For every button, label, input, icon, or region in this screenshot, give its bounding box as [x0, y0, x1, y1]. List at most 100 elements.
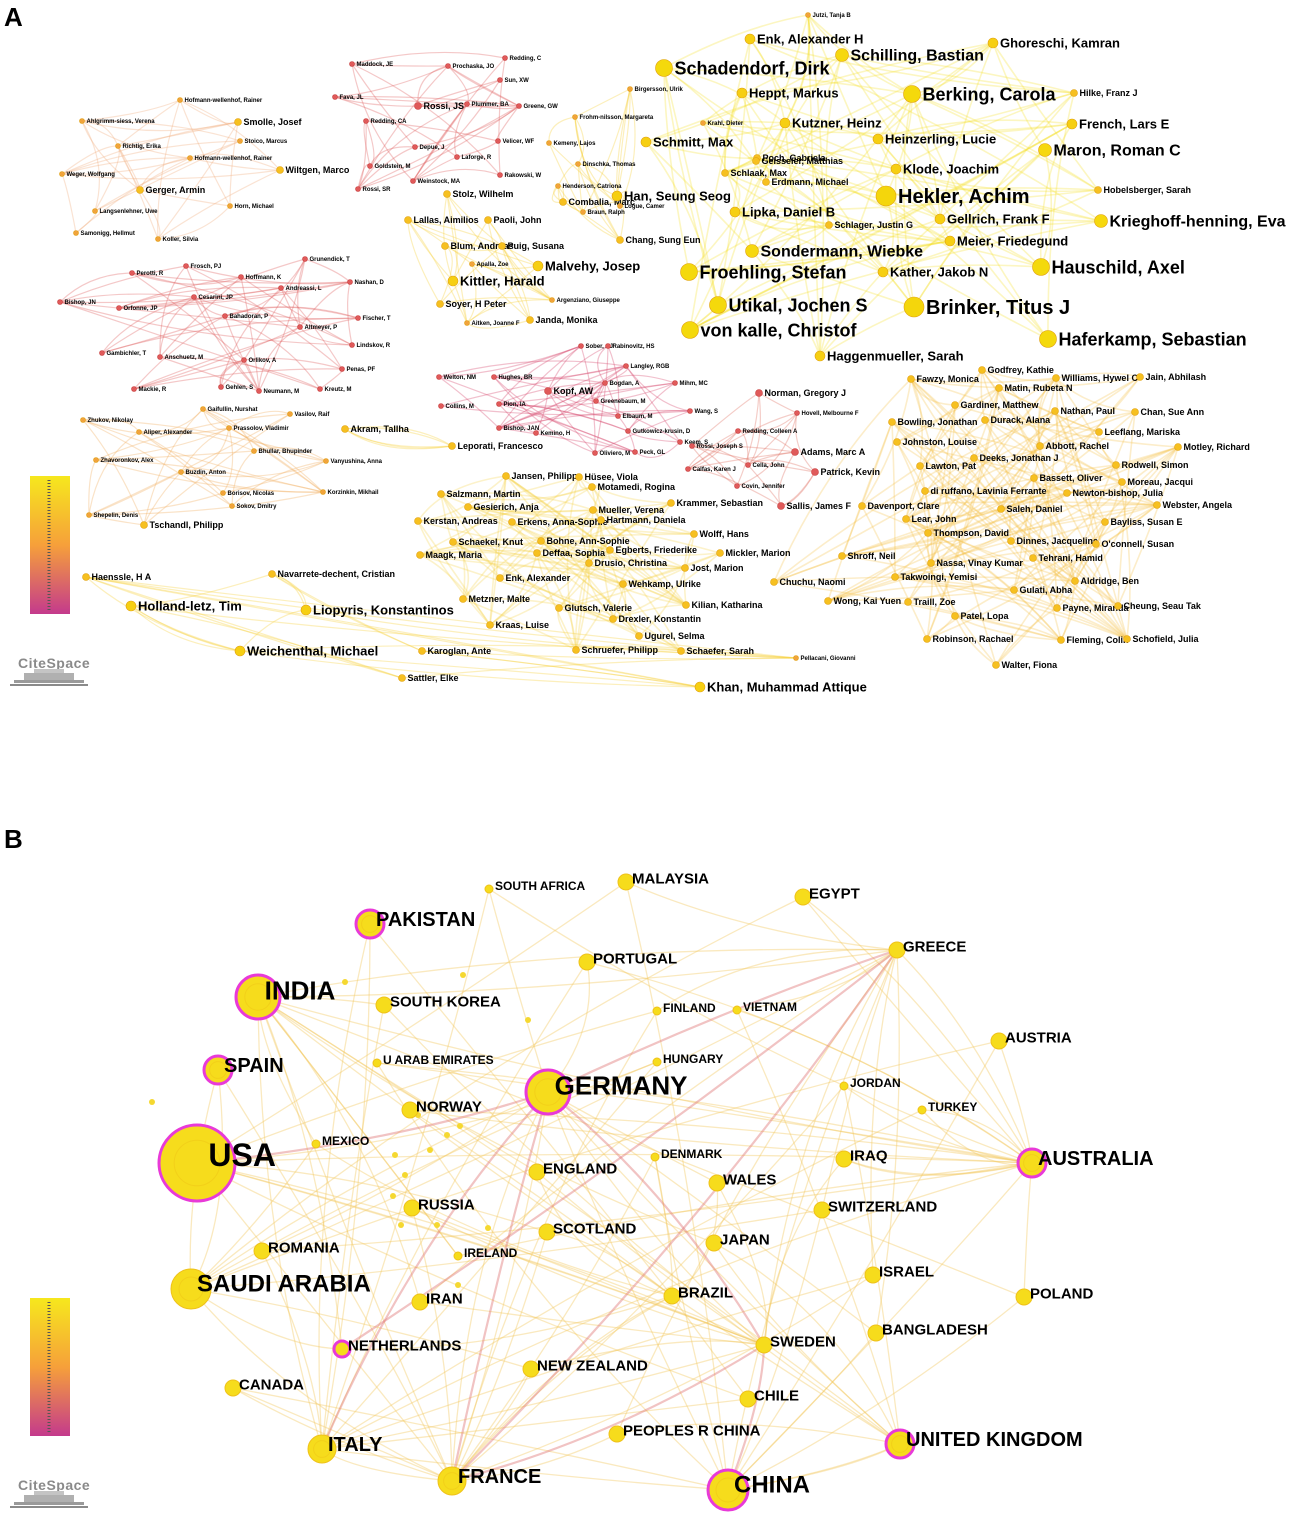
edge-bottom-mid-yellow: [505, 475, 687, 606]
author-label: Velicer, WF: [503, 139, 535, 145]
edge-big-yellow: [1040, 149, 1053, 268]
country-edge: [451, 1433, 618, 1482]
author-node-haferkamp-sebastian: Haferkamp, Sebastian: [1039, 329, 1247, 349]
author-label: Frosch, PJ: [191, 264, 222, 270]
author-node-stolz-wilhelm: Stolz, Wilhelm: [443, 189, 513, 199]
edge-bottom-right-orange: [1074, 521, 1106, 582]
author-node-langley-rgb: Langley, RGB: [623, 363, 670, 370]
edge-bottom-mid-yellow: [489, 552, 538, 626]
edge-big-yellow: [663, 67, 719, 306]
country-edge: [376, 1062, 1033, 1164]
edge-bottom-right-orange: [930, 387, 1000, 564]
author-label: Kemino, H: [541, 431, 571, 437]
author-node-nashan-d: Nashan, D: [347, 279, 385, 286]
author-node-schilling-bastian: Schilling, Bastian: [835, 48, 984, 65]
edge-bottom-mid-yellow: [452, 541, 640, 637]
author-node-mackie-r: Mackie, R: [131, 386, 167, 393]
author-label: Neumann, M: [264, 389, 300, 395]
edge-bottom-right-orange: [998, 387, 1100, 433]
author-label: Jain, Abhilash: [1146, 372, 1207, 382]
author-node-mihm-mc: Mihm, MC: [672, 380, 708, 387]
country-edges: [189, 881, 1033, 1491]
author-label: Stoico, Marcus: [245, 139, 288, 145]
author-node-davenport-clare: Davenport, Clare: [858, 501, 940, 511]
author-label: di ruffano, Lavinia Ferrante: [931, 486, 1047, 496]
edge-kopf-red: [547, 390, 596, 454]
edge-mid-left-red: [304, 258, 351, 283]
edge-bottom-right-orange: [926, 387, 1000, 640]
author-node-bishop-jan: Bishop, JAN: [496, 425, 539, 432]
edge-bottom-mid-yellow: [419, 486, 593, 556]
country-edge: [536, 1171, 673, 1297]
edge-top-mid-red: [334, 96, 468, 107]
edge-norman-red: [736, 412, 798, 487]
author-node-haenssle-h-a: Haenssle, H A: [82, 572, 152, 582]
edge-kopf-red: [498, 403, 629, 432]
country-label: SOUTH AFRICA: [495, 879, 586, 893]
edge-bottom-right-orange: [891, 421, 1012, 542]
author-node-kopf-aw: Kopf, AW: [544, 386, 594, 396]
svg-text:CiteSpace: CiteSpace: [18, 655, 90, 671]
edge-smoking-cluster: [616, 88, 631, 197]
country-node-mexico: MEXICO: [311, 1134, 369, 1149]
edge-big-yellow: [688, 240, 951, 273]
author-node-gaifullin-nurshat: Gaifullin, Nurshat: [200, 406, 258, 413]
country-label: ISRAEL: [879, 1264, 934, 1281]
edge-smoking-cluster: [619, 88, 636, 207]
edge-bottom-mid-yellow: [489, 519, 602, 626]
country-edge: [315, 1143, 673, 1297]
country-edge: [457, 1162, 1033, 1257]
author-label: French, Lars E: [1079, 117, 1170, 132]
edge-top-left: [61, 121, 239, 175]
author-label: Wehkamp, Ulrike: [629, 579, 701, 589]
edge-bottom-right-orange: [981, 369, 1057, 382]
edge-bottom-left: [95, 427, 230, 461]
country-label: MALAYSIA: [632, 871, 709, 888]
author-node-ahlgrimm-siess-verena: Ahlgrimm-siess, Verena: [79, 118, 155, 125]
country-edge: [875, 949, 900, 1334]
author-label: Shroff, Neil: [848, 551, 896, 561]
edge-mid-left-red: [101, 296, 195, 354]
edge-bottom-mid-yellow: [638, 533, 695, 637]
edge-kopf-red: [498, 382, 676, 407]
edge-mid-left-red: [219, 359, 245, 388]
edge-bottom-mid-yellow: [591, 486, 640, 637]
author-label: Johnston, Louise: [903, 437, 978, 447]
author-label: Borisov, Nicolas: [228, 491, 275, 497]
edge-mid-left-red: [319, 368, 344, 390]
author-label: Bowling, Jonathan: [898, 417, 978, 427]
author-label: Cella, John: [753, 463, 785, 469]
country-edge: [261, 1250, 323, 1450]
edge-bottom-left: [82, 419, 145, 526]
edge-mid-left-red: [159, 356, 321, 390]
edge-bottom-right-orange: [930, 411, 1136, 564]
country-edge-strong: [320, 1091, 549, 1450]
edge-bottom-mid-yellow: [489, 562, 590, 626]
author-node-koller-silvia: Koller, Silvia: [155, 236, 199, 243]
edge-bottom-right-orange: [861, 505, 928, 640]
author-node-gulati-abha: Gulati, Abha: [1010, 585, 1073, 595]
author-label: Matin, Rubeta N: [1005, 383, 1073, 393]
author-label: Redding, CA: [371, 119, 408, 125]
edge-bottom-right-orange: [924, 490, 1068, 499]
author-label: Hughes, BR: [499, 375, 534, 381]
author-label: Kerstan, Andreas: [424, 516, 498, 526]
edge-bottom-left: [228, 427, 324, 493]
edge-smoking-cluster: [616, 88, 631, 197]
edge-big-yellow: [734, 189, 1099, 213]
edge-big-yellow: [828, 220, 1102, 229]
country-edge: [376, 1062, 729, 1491]
edge-big-yellow: [756, 157, 887, 197]
edge-bottom-mid-yellow: [558, 552, 721, 609]
author-node-schadendorf-dirk: Schadendorf, Dirk: [655, 58, 831, 78]
edge-norman-red: [691, 445, 816, 473]
edge-top-left: [157, 121, 239, 240]
edge-bottom-right-orange: [1039, 445, 1058, 609]
edge-big-yellow: [645, 141, 758, 159]
author-node-walter-fiona: Walter, Fiona: [992, 660, 1058, 670]
edge-bottom-right-orange: [905, 518, 1128, 640]
edge-bottom-right-orange: [924, 410, 1056, 492]
edge-bottom-right-orange: [984, 419, 1062, 641]
author-node-deffaa-sophia: Deffaa, Sophia: [533, 548, 606, 558]
country-edge: [321, 1448, 729, 1491]
